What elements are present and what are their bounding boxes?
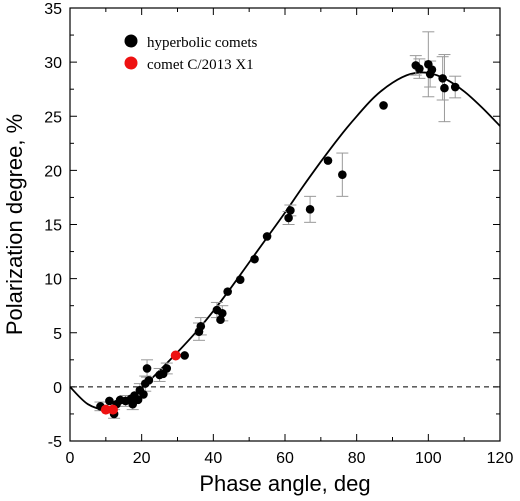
hyperbolic-comet-point bbox=[450, 82, 460, 92]
hyperbolic-comet-point bbox=[216, 315, 225, 325]
hyperbolic-comet-point bbox=[286, 206, 295, 215]
x-axis-label: Phase angle, deg bbox=[199, 471, 370, 496]
hyperbolic-comet-point bbox=[162, 364, 172, 373]
hyperbolic-comet-point bbox=[305, 205, 315, 214]
hyperbolic-comet-point bbox=[235, 275, 245, 285]
hyperbolic-comet-point bbox=[379, 101, 388, 110]
x-tick-label: 120 bbox=[487, 450, 514, 467]
y-tick-label: 20 bbox=[44, 163, 62, 180]
hyperbolic-comet-point bbox=[427, 65, 437, 75]
hyperbolic-comet-point bbox=[250, 254, 259, 264]
hyperbolic-comet-point bbox=[217, 308, 227, 318]
x-tick-label: 80 bbox=[348, 450, 366, 467]
hyperbolic-comet-point bbox=[133, 395, 143, 405]
x-tick-label: 100 bbox=[415, 450, 442, 467]
hyperbolic-comet-point bbox=[284, 213, 293, 223]
legend: hyperbolic comets comet C/2013 X1 bbox=[124, 34, 258, 73]
x-tick-label: 40 bbox=[204, 450, 222, 467]
comet-c2013x1-point bbox=[100, 404, 111, 415]
y-tick-label: 25 bbox=[44, 109, 62, 126]
hyperbolic-comet-point bbox=[142, 364, 152, 373]
fit-curve bbox=[69, 71, 501, 411]
y-axis-label: Polarization degree, % bbox=[2, 114, 27, 335]
hyperbolic-comet-point bbox=[223, 287, 232, 296]
comet-c2013x1-point bbox=[108, 404, 118, 415]
comet-c2013x1-point bbox=[170, 350, 181, 361]
y-tick-label: 30 bbox=[44, 55, 62, 72]
y-tick-label: 0 bbox=[53, 380, 62, 397]
y-tick-label: 5 bbox=[53, 326, 62, 343]
hyperbolic-comet-point bbox=[196, 321, 206, 331]
legend-hyperbolic-marker bbox=[124, 34, 138, 48]
legend-hyperbolic-label: hyperbolic comets bbox=[147, 35, 258, 51]
hyperbolic-comet-point bbox=[139, 390, 148, 399]
hyperbolic-comet-point bbox=[440, 83, 449, 93]
x-tick-label: 60 bbox=[276, 450, 294, 467]
hyperbolic-comet-point bbox=[180, 351, 189, 360]
y-tick-label: 10 bbox=[44, 272, 62, 289]
hyperbolic-comet-point bbox=[438, 74, 447, 83]
y-tick-label: 15 bbox=[44, 218, 62, 235]
hyperbolic-comet-point bbox=[262, 232, 272, 241]
hyperbolic-comet-point bbox=[415, 64, 424, 73]
hyperbolic-comet-point bbox=[323, 156, 333, 165]
x-tick-label: 0 bbox=[66, 450, 75, 467]
hyperbolic-comet-point bbox=[144, 376, 154, 385]
y-tick-label: 35 bbox=[44, 1, 62, 18]
x-tick-label: 20 bbox=[133, 450, 151, 467]
legend-comet-marker bbox=[124, 56, 138, 70]
legend-comet-label: comet C/2013 X1 bbox=[147, 57, 254, 73]
hyperbolic-comet-point bbox=[105, 396, 114, 406]
data-layer bbox=[69, 31, 501, 419]
y-tick-label: -5 bbox=[48, 434, 62, 451]
hyperbolic-comet-point bbox=[338, 170, 347, 180]
